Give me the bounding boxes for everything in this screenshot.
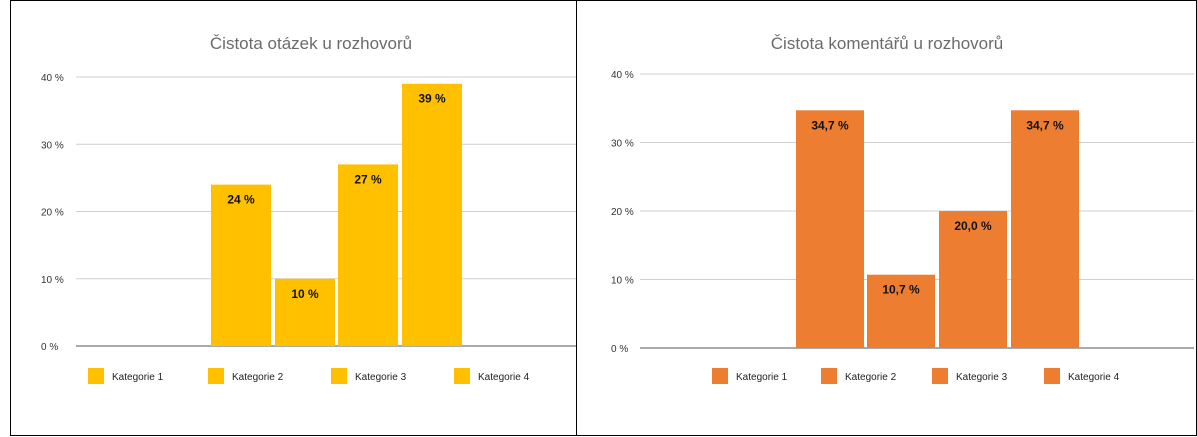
legend-swatch xyxy=(208,368,224,384)
legend-label: Kategorie 4 xyxy=(478,372,530,383)
chart-questions: Čistota otázek u rozhovorů 0 % 10 % 20 % 30 … xyxy=(41,34,576,384)
y-tick-label: 20 % xyxy=(41,208,64,219)
y-tick-label: 40 % xyxy=(41,73,64,84)
bar xyxy=(211,184,271,346)
bar xyxy=(867,274,935,348)
bar xyxy=(275,278,335,346)
legend-label: Kategorie 3 xyxy=(956,372,1008,383)
legend-swatch xyxy=(932,368,948,384)
y-tick-label: 10 % xyxy=(611,276,634,287)
legend-swatch xyxy=(712,368,728,384)
legend-label: Kategorie 2 xyxy=(845,372,897,383)
data-label: 10 % xyxy=(291,287,319,301)
legend-swatch xyxy=(821,368,837,384)
bar xyxy=(796,110,864,349)
legend-swatch xyxy=(454,368,470,384)
data-label: 39 % xyxy=(418,92,446,106)
chart-panel-comments: Čistota komentářů u rozhovorů 0 % 10 % 20 %… xyxy=(576,0,1197,436)
data-label: 10,7 % xyxy=(882,283,920,297)
bar xyxy=(939,211,1007,348)
legend-swatch xyxy=(1044,368,1060,384)
bar xyxy=(1011,110,1079,349)
chart-title: Čistota komentářů u rozhovorů xyxy=(771,34,1003,53)
legend-label: Kategorie 2 xyxy=(232,372,284,383)
data-label: 24 % xyxy=(227,193,255,207)
legend-swatch xyxy=(331,368,347,384)
legend-label: Kategorie 1 xyxy=(112,372,164,383)
y-tick-label: 0 % xyxy=(41,342,58,353)
chart-comments: Čistota komentářů u rozhovorů 0 % 10 % 20 %… xyxy=(611,34,1194,384)
data-label: 34,7 % xyxy=(811,118,849,132)
y-tick-label: 30 % xyxy=(41,140,64,151)
legend-label: Kategorie 4 xyxy=(1068,372,1120,383)
y-tick-label: 30 % xyxy=(611,139,634,150)
legend-label: Kategorie 1 xyxy=(736,372,788,383)
y-tick-label: 0 % xyxy=(611,344,628,355)
y-tick-label: 20 % xyxy=(611,207,634,218)
y-tick-label: 10 % xyxy=(41,275,64,286)
data-label: 34,7 % xyxy=(1026,118,1064,132)
y-tick-label: 40 % xyxy=(611,70,634,81)
chart-title: Čistota otázek u rozhovorů xyxy=(210,34,412,53)
data-label: 27 % xyxy=(354,172,382,186)
legend-label: Kategorie 3 xyxy=(355,372,407,383)
data-label: 20,0 % xyxy=(954,219,992,233)
bar xyxy=(402,83,462,346)
legend-swatch xyxy=(88,368,104,384)
bar xyxy=(338,164,398,346)
chart-panel-questions: Čistota otázek u rozhovorů 0 % 10 % 20 % 30 … xyxy=(10,0,577,436)
